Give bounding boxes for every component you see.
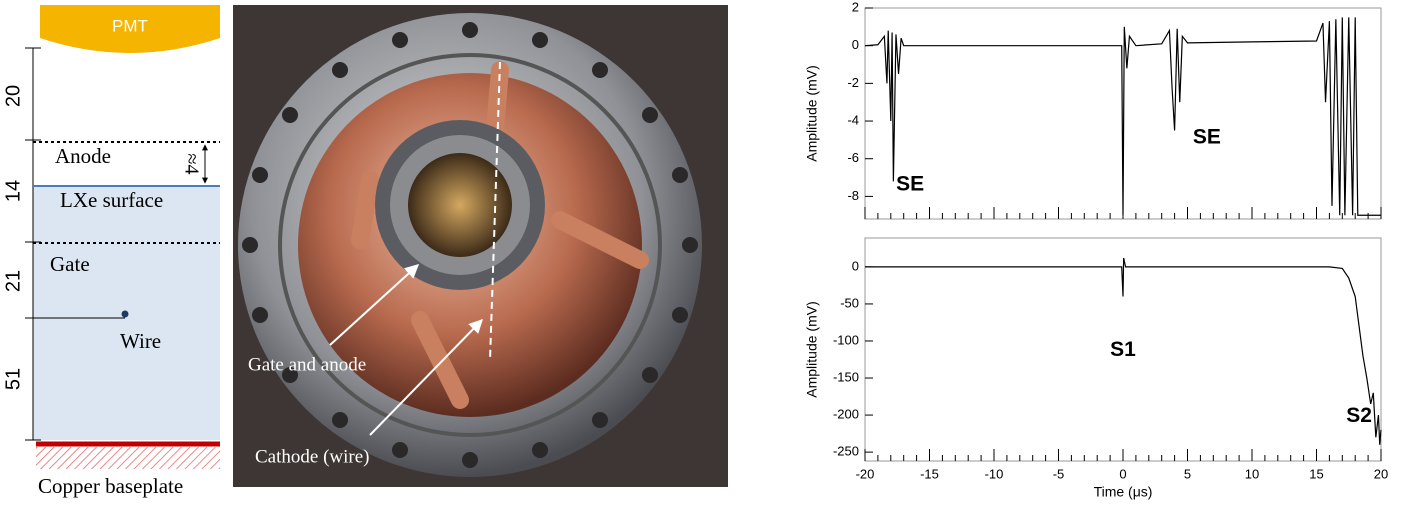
baseplate-hatch — [36, 447, 220, 469]
pmt-label: PMT — [112, 16, 148, 35]
bolt-holes — [242, 22, 698, 468]
x-axis-label: Time (μs) — [1094, 484, 1153, 500]
x-tick-label: 20 — [1374, 466, 1388, 481]
y-tick-label: -250 — [833, 444, 859, 459]
gap-label: ≈4 — [180, 154, 202, 175]
anode-mesh — [408, 153, 512, 257]
y-tick-label: -150 — [833, 369, 859, 384]
x-tick-label: -15 — [920, 466, 939, 481]
annotation: S1 — [1110, 338, 1136, 361]
y-tick-label: 0 — [852, 258, 859, 273]
surface-label: LXe surface — [60, 188, 163, 212]
x-tick-label: 10 — [1245, 466, 1259, 481]
y-tick-label: 2 — [852, 0, 859, 14]
y-tick-label: -6 — [847, 150, 859, 165]
wire-label: Wire — [120, 329, 161, 353]
flange-ring — [278, 53, 662, 437]
photo-label: Cathode (wire) — [255, 446, 369, 467]
signal-line — [865, 257, 1382, 445]
gate-label: Gate — [50, 252, 90, 276]
y-tick-label: -4 — [847, 112, 859, 127]
y-tick-label: -8 — [847, 188, 859, 203]
y-tick-label: -100 — [833, 332, 859, 347]
baseplate-label: Copper baseplate — [38, 474, 183, 498]
signal-line — [864, 17, 1381, 216]
x-tick-label: 5 — [1184, 466, 1191, 481]
y-tick-label: 0 — [852, 37, 859, 52]
y-axis-label: Amplitude (mV) — [804, 301, 820, 397]
y-tick-label: -2 — [847, 75, 859, 90]
annotation: SE — [896, 173, 924, 196]
pmt — [40, 5, 220, 53]
x-tick-label: 15 — [1309, 466, 1323, 481]
y-axis-label: Amplitude (mV) — [804, 65, 820, 161]
wire-dot — [121, 310, 129, 318]
dimension-label: 14 — [2, 180, 24, 202]
photo-label: Gate and anode — [248, 354, 366, 375]
annotation: SE — [1193, 126, 1221, 149]
y-tick-label: -200 — [833, 407, 859, 422]
x-tick-label: 0 — [1119, 466, 1126, 481]
annotation: S2 — [1346, 404, 1372, 427]
pointer-arrow — [369, 318, 483, 436]
pointer-arrow — [329, 264, 420, 346]
x-tick-label: -5 — [1053, 466, 1065, 481]
dimension-label: 21 — [2, 270, 24, 292]
y-tick-label: -50 — [840, 295, 859, 310]
dimension-label: 51 — [2, 368, 24, 390]
dimension-label: 20 — [2, 85, 24, 107]
x-tick-label: -10 — [985, 466, 1004, 481]
anode-label: Anode — [55, 144, 111, 168]
wire-indicator — [489, 61, 501, 361]
schematic: PMT ≈4 20 14 21 51 Anode LXe surface Gat… — [2, 5, 220, 498]
photo: Gate and anode Cathode (wire) — [233, 5, 728, 487]
x-tick-label: -20 — [856, 466, 875, 481]
